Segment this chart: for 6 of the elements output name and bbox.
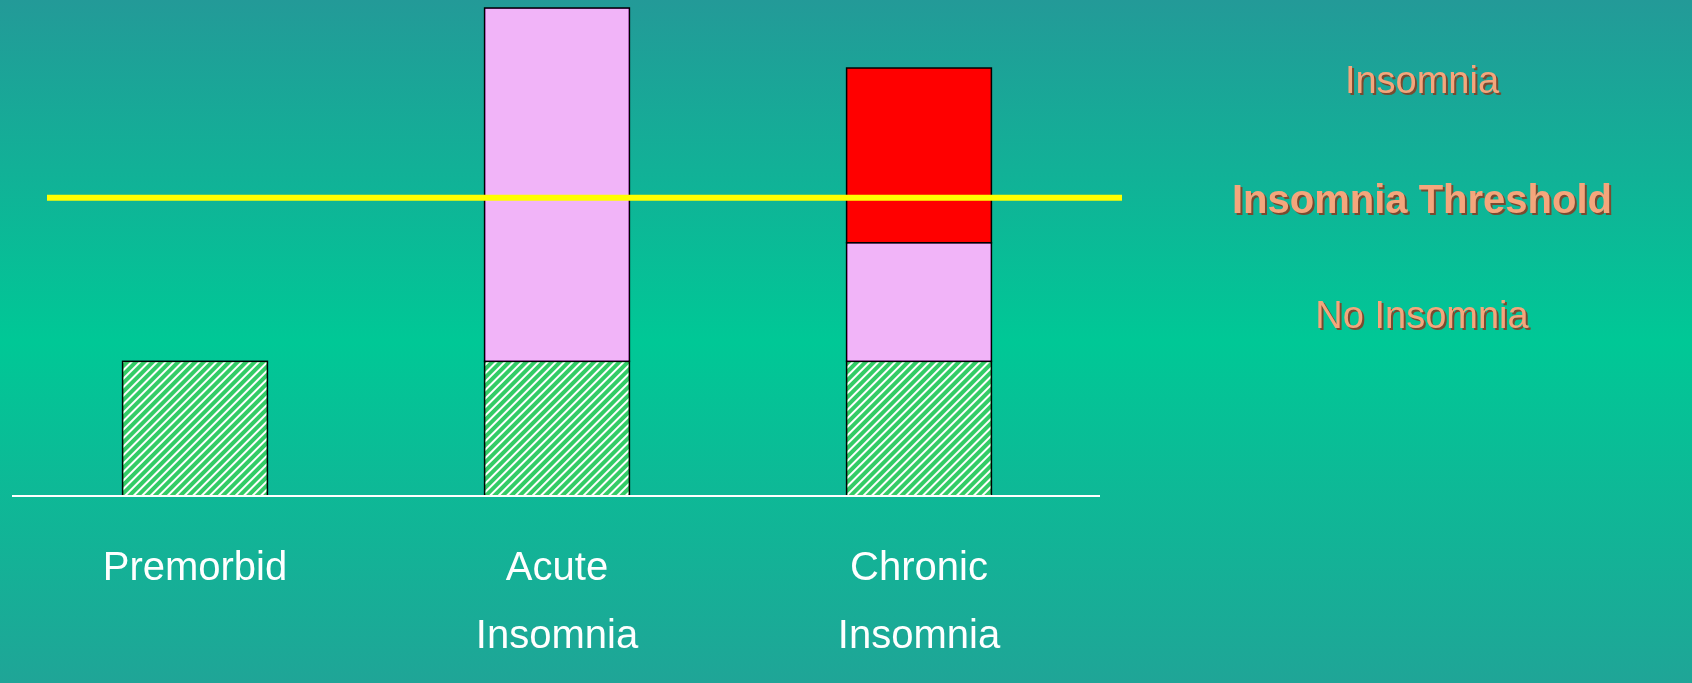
text: No Insomnia <box>1315 293 1530 336</box>
x-tick-label: Acute Insomnia <box>475 544 639 656</box>
text: Insomnia <box>1344 58 1500 101</box>
x-tick-label: Chronic Insomnia <box>837 544 1001 656</box>
x-tick-label: Premorbid <box>102 544 288 588</box>
ref-line-label: Insomnia Threshold <box>1231 176 1613 221</box>
